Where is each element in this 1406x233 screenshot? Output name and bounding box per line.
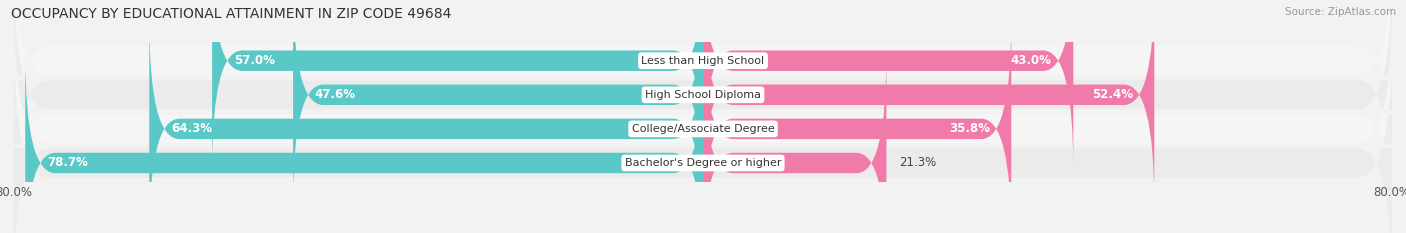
Text: 78.7%: 78.7% [46,157,87,169]
FancyBboxPatch shape [14,0,1392,183]
FancyBboxPatch shape [703,0,1073,170]
Text: Source: ZipAtlas.com: Source: ZipAtlas.com [1285,7,1396,17]
Text: OCCUPANCY BY EDUCATIONAL ATTAINMENT IN ZIP CODE 49684: OCCUPANCY BY EDUCATIONAL ATTAINMENT IN Z… [11,7,451,21]
FancyBboxPatch shape [703,54,886,233]
FancyBboxPatch shape [25,54,703,233]
Text: 21.3%: 21.3% [900,157,936,169]
FancyBboxPatch shape [149,20,703,233]
FancyBboxPatch shape [14,0,1392,217]
FancyBboxPatch shape [292,0,703,204]
Text: 43.0%: 43.0% [1011,54,1052,67]
FancyBboxPatch shape [212,0,703,170]
Text: 35.8%: 35.8% [949,122,990,135]
FancyBboxPatch shape [14,7,1392,233]
Text: 52.4%: 52.4% [1091,88,1133,101]
FancyBboxPatch shape [14,41,1392,233]
FancyBboxPatch shape [703,0,1154,204]
Text: Less than High School: Less than High School [641,56,765,66]
Text: 57.0%: 57.0% [233,54,274,67]
Text: College/Associate Degree: College/Associate Degree [631,124,775,134]
Text: 47.6%: 47.6% [315,88,356,101]
FancyBboxPatch shape [703,20,1011,233]
Text: Bachelor's Degree or higher: Bachelor's Degree or higher [624,158,782,168]
Text: High School Diploma: High School Diploma [645,90,761,100]
Text: 64.3%: 64.3% [170,122,212,135]
